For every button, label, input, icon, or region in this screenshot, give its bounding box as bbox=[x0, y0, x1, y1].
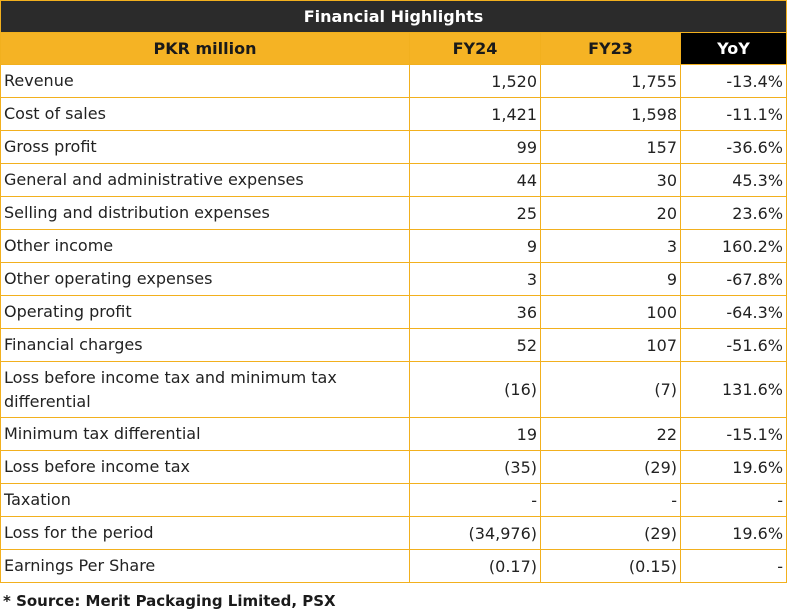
yoy-value: - bbox=[679, 549, 788, 583]
yoy-value: -15.1% bbox=[679, 417, 788, 451]
row-label: Revenue bbox=[0, 64, 410, 98]
row-label: Cost of sales bbox=[0, 97, 410, 131]
fy24-value: 36 bbox=[409, 295, 541, 329]
column-header-pkr-million: PKR million bbox=[0, 32, 410, 65]
fy24-value: (16) bbox=[409, 361, 541, 418]
fy24-value: 44 bbox=[409, 163, 541, 197]
yoy-value: 23.6% bbox=[679, 196, 788, 230]
table-row: Earnings Per Share (0.17) (0.15) - bbox=[0, 549, 788, 583]
fy23-value: 20 bbox=[540, 196, 681, 230]
fy24-value: 52 bbox=[409, 328, 541, 362]
fy24-value: 99 bbox=[409, 130, 541, 164]
fy24-value: 19 bbox=[409, 417, 541, 451]
source-note: * Source: Merit Packaging Limited, PSX bbox=[3, 592, 336, 610]
column-header-yoy: YoY bbox=[679, 32, 788, 65]
row-label: Taxation bbox=[0, 483, 410, 517]
yoy-value: -13.4% bbox=[679, 64, 788, 98]
row-label: Selling and distribution expenses bbox=[0, 196, 410, 230]
table-row: Cost of sales 1,421 1,598 -11.1% bbox=[0, 97, 788, 131]
fy23-value: 9 bbox=[540, 262, 681, 296]
row-label: Other income bbox=[0, 229, 410, 263]
column-header-fy23: FY23 bbox=[540, 32, 681, 65]
row-label: Loss for the period bbox=[0, 516, 410, 550]
fy23-value: 30 bbox=[540, 163, 681, 197]
table-row: Gross profit 99 157 -36.6% bbox=[0, 130, 788, 164]
table-row: Revenue 1,520 1,755 -13.4% bbox=[0, 64, 788, 98]
yoy-value: - bbox=[679, 483, 788, 517]
header-row: PKR million FY24 FY23 YoY bbox=[0, 32, 788, 65]
fy23-value: 107 bbox=[540, 328, 681, 362]
yoy-value: -67.8% bbox=[679, 262, 788, 296]
fy24-value: 1,421 bbox=[409, 97, 541, 131]
row-label: Earnings Per Share bbox=[0, 549, 410, 583]
table-row: Loss before income tax and minimum tax d… bbox=[0, 361, 788, 418]
fy24-value: 25 bbox=[409, 196, 541, 230]
fy24-value: 1,520 bbox=[409, 64, 541, 98]
fy23-value: 1,598 bbox=[540, 97, 681, 131]
fy24-value: (35) bbox=[409, 450, 541, 484]
fy23-value: (0.15) bbox=[540, 549, 681, 583]
financial-highlights-table: Financial Highlights PKR million FY24 FY… bbox=[0, 0, 788, 583]
fy23-value: (7) bbox=[540, 361, 681, 418]
row-label: Loss before income tax bbox=[0, 450, 410, 484]
row-label: Gross profit bbox=[0, 130, 410, 164]
table-row: Other operating expenses 3 9 -67.8% bbox=[0, 262, 788, 296]
row-label: Financial charges bbox=[0, 328, 410, 362]
yoy-value: 131.6% bbox=[679, 361, 788, 418]
table-row: Minimum tax differential 19 22 -15.1% bbox=[0, 417, 788, 451]
table-row: Financial charges 52 107 -51.6% bbox=[0, 328, 788, 362]
fy23-value: 22 bbox=[540, 417, 681, 451]
yoy-value: 19.6% bbox=[679, 450, 788, 484]
yoy-value: -11.1% bbox=[679, 97, 788, 131]
column-header-fy24: FY24 bbox=[409, 32, 541, 65]
yoy-value: -36.6% bbox=[679, 130, 788, 164]
row-label: Other operating expenses bbox=[0, 262, 410, 296]
table-row: Taxation - - - bbox=[0, 483, 788, 517]
row-label: Minimum tax differential bbox=[0, 417, 410, 451]
fy24-value: (34,976) bbox=[409, 516, 541, 550]
yoy-value: 160.2% bbox=[679, 229, 788, 263]
yoy-value: 45.3% bbox=[679, 163, 788, 197]
yoy-value: 19.6% bbox=[679, 516, 788, 550]
table-row: Operating profit 36 100 -64.3% bbox=[0, 295, 788, 329]
row-label: Loss before income tax and minimum tax d… bbox=[0, 361, 410, 418]
fy24-value: 3 bbox=[409, 262, 541, 296]
table-row: General and administrative expenses 44 30 4… bbox=[0, 163, 788, 197]
fy23-value: 157 bbox=[540, 130, 681, 164]
fy23-value: 1,755 bbox=[540, 64, 681, 98]
yoy-value: -51.6% bbox=[679, 328, 788, 362]
fy23-value: 100 bbox=[540, 295, 681, 329]
fy23-value: (29) bbox=[540, 450, 681, 484]
table-row: Loss before income tax (35) (29) 19.6% bbox=[0, 450, 788, 484]
table-row: Loss for the period (34,976) (29) 19.6% bbox=[0, 516, 788, 550]
fy23-value: 3 bbox=[540, 229, 681, 263]
table-row: Selling and distribution expenses 25 20 23.… bbox=[0, 196, 788, 230]
fy23-value: - bbox=[540, 483, 681, 517]
yoy-value: -64.3% bbox=[679, 295, 788, 329]
row-label: Operating profit bbox=[0, 295, 410, 329]
fy24-value: (0.17) bbox=[409, 549, 541, 583]
fy23-value: (29) bbox=[540, 516, 681, 550]
table-row: Other income 9 3 160.2% bbox=[0, 229, 788, 263]
row-label: General and administrative expenses bbox=[0, 163, 410, 197]
table-title: Financial Highlights bbox=[0, 0, 788, 33]
fy24-value: - bbox=[409, 483, 541, 517]
fy24-value: 9 bbox=[409, 229, 541, 263]
